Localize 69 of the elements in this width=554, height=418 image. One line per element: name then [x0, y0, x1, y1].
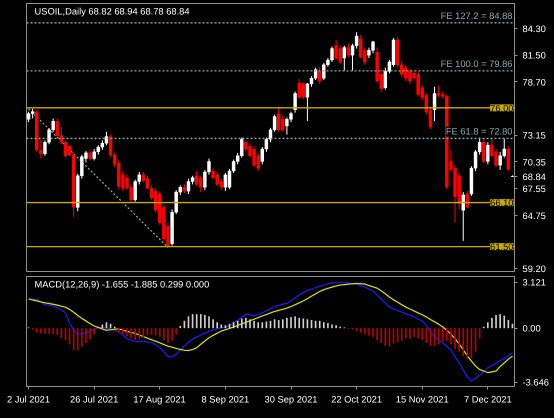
candlestick	[100, 140, 104, 150]
candlestick	[342, 45, 346, 71]
x-tick-label: 8 Sep 2021	[202, 394, 250, 404]
candlestick	[285, 116, 289, 136]
candlestick	[297, 78, 301, 100]
candlestick	[408, 68, 412, 84]
ref-line-label: 61.50	[490, 242, 514, 252]
candlestick	[256, 152, 260, 172]
x-tick-label: 30 Sep 2021	[264, 394, 318, 404]
candlestick	[302, 81, 306, 100]
candlestick	[466, 190, 470, 209]
y-tick-label: 78.70	[522, 77, 546, 88]
candlestick	[506, 146, 510, 172]
chart-title: MACD(12,26,9) -1.655 -1.885 0.299 0.000	[34, 280, 210, 290]
chart-title: USOIL,Daily 68.82 68.94 68.78 68.84	[34, 6, 190, 16]
ref-line-label: FE 100.0 = 79.86	[440, 58, 513, 69]
x-tick-label: 7 Dec 2021	[464, 394, 512, 404]
candlestick	[314, 67, 318, 81]
candlestick	[88, 150, 92, 161]
y-tick-label: 84.30	[522, 24, 546, 34]
ref-line-label: FE 127.2 = 84.88	[440, 10, 513, 21]
candlestick	[346, 43, 350, 58]
candlestick	[30, 108, 34, 119]
x-tick-label: 17 Aug 2021	[133, 394, 186, 404]
y-tick-label: 64.75	[522, 211, 546, 222]
candlestick	[240, 137, 244, 158]
candlestick	[96, 144, 100, 156]
y-tick-label: 59.20	[522, 264, 546, 274]
y-tick-label: 70.35	[522, 157, 546, 168]
ref-line-label: 76.00	[490, 103, 514, 114]
ref-line-label: FE 61.8 = 72.80	[446, 126, 512, 136]
y-tick-label: 3.121	[522, 278, 546, 288]
candlestick	[334, 39, 338, 60]
x-tick-label: 15 Nov 2021	[396, 394, 449, 404]
candlestick	[194, 170, 198, 187]
y-tick-label: 81.50	[522, 50, 546, 61]
candlestick	[92, 148, 96, 161]
candlestick	[186, 178, 190, 194]
candlestick	[432, 86, 436, 122]
candlestick	[338, 45, 342, 64]
y-tick-label: 68.84	[522, 172, 546, 182]
candlestick	[26, 111, 30, 123]
candlestick	[358, 34, 362, 59]
candlestick	[436, 85, 440, 98]
candlestick	[306, 82, 310, 122]
candlestick	[252, 146, 256, 168]
y-tick-label: 73.15	[522, 130, 546, 141]
candlestick	[330, 46, 334, 62]
x-tick-label: 26 Jul 2021	[70, 394, 118, 404]
x-tick-label: 2 Jul 2021	[7, 394, 50, 404]
candlestick	[404, 64, 408, 82]
ref-line-label: 66.10	[490, 198, 514, 208]
y-tick-label: -3.646	[522, 378, 549, 388]
candlestick	[276, 106, 280, 132]
candlestick	[220, 178, 224, 191]
x-tick-label: 22 Oct 2021	[331, 394, 382, 404]
candlestick	[224, 172, 228, 192]
candlestick	[318, 66, 322, 84]
y-tick-label: 0.00	[522, 324, 541, 334]
candlestick	[416, 70, 420, 97]
candlestick	[486, 142, 490, 165]
candlestick	[104, 131, 108, 146]
candlestick	[371, 40, 375, 54]
candlestick	[199, 175, 203, 193]
candlestick	[462, 192, 465, 242]
y-tick-label: 67.55	[522, 184, 546, 194]
candlestick	[215, 171, 219, 187]
candlestick	[482, 137, 486, 164]
candlestick	[281, 114, 285, 132]
